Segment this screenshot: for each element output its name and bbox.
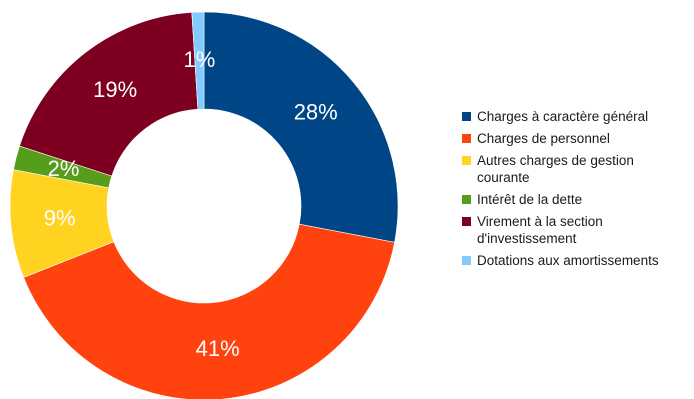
legend-item-autres-charges: Autres charges de gestion courante xyxy=(462,152,694,186)
legend-label-virement-investissement: Virement à la section d'investissement xyxy=(477,214,603,246)
legend-item-charges-generales: Charges à caractère général xyxy=(462,108,694,125)
legend-swatch-autres-charges xyxy=(462,156,471,165)
legend-label-autres-charges: Autres charges de gestion courante xyxy=(477,153,634,185)
legend-swatch-virement-investissement xyxy=(462,217,471,226)
legend-swatch-dotations-amortissements xyxy=(462,256,471,265)
slice-label-dotations-amortissements: 1% xyxy=(184,47,216,72)
slice-label-interet-dette: 2% xyxy=(48,156,80,181)
legend-item-interet-dette: Intérêt de la dette xyxy=(462,191,694,208)
slice-value-labels: 28% 41% 9% 2% 19% 1% xyxy=(44,47,338,361)
slice-label-virement-investissement: 19% xyxy=(93,77,137,102)
legend-item-virement-investissement: Virement à la section d'investissement xyxy=(462,213,694,247)
slice-virement-investissement xyxy=(19,12,199,177)
slice-charges-personnel xyxy=(23,223,395,399)
legend-label-charges-personnel: Charges de personnel xyxy=(477,131,610,146)
slice-dotations-amortissements xyxy=(191,11,205,110)
legend-item-charges-personnel: Charges de personnel xyxy=(462,130,694,147)
slice-charges-generales xyxy=(203,11,399,243)
legend-label-interet-dette: Intérêt de la dette xyxy=(477,192,583,207)
chart-legend: Charges à caractère général Charges de pe… xyxy=(462,108,694,274)
donut-slices xyxy=(9,11,399,399)
legend-label-dotations-amortissements: Dotations aux amortissements xyxy=(477,253,659,268)
slice-label-charges-generales: 28% xyxy=(294,99,338,124)
legend-item-dotations-amortissements: Dotations aux amortissements xyxy=(462,252,694,269)
legend-label-charges-generales: Charges à caractère général xyxy=(477,109,649,124)
slice-label-charges-personnel: 41% xyxy=(196,336,240,361)
legend-swatch-charges-personnel xyxy=(462,134,471,143)
slice-label-autres-charges: 9% xyxy=(44,205,76,230)
legend-swatch-interet-dette xyxy=(462,195,471,204)
legend-swatch-charges-generales xyxy=(462,112,471,121)
